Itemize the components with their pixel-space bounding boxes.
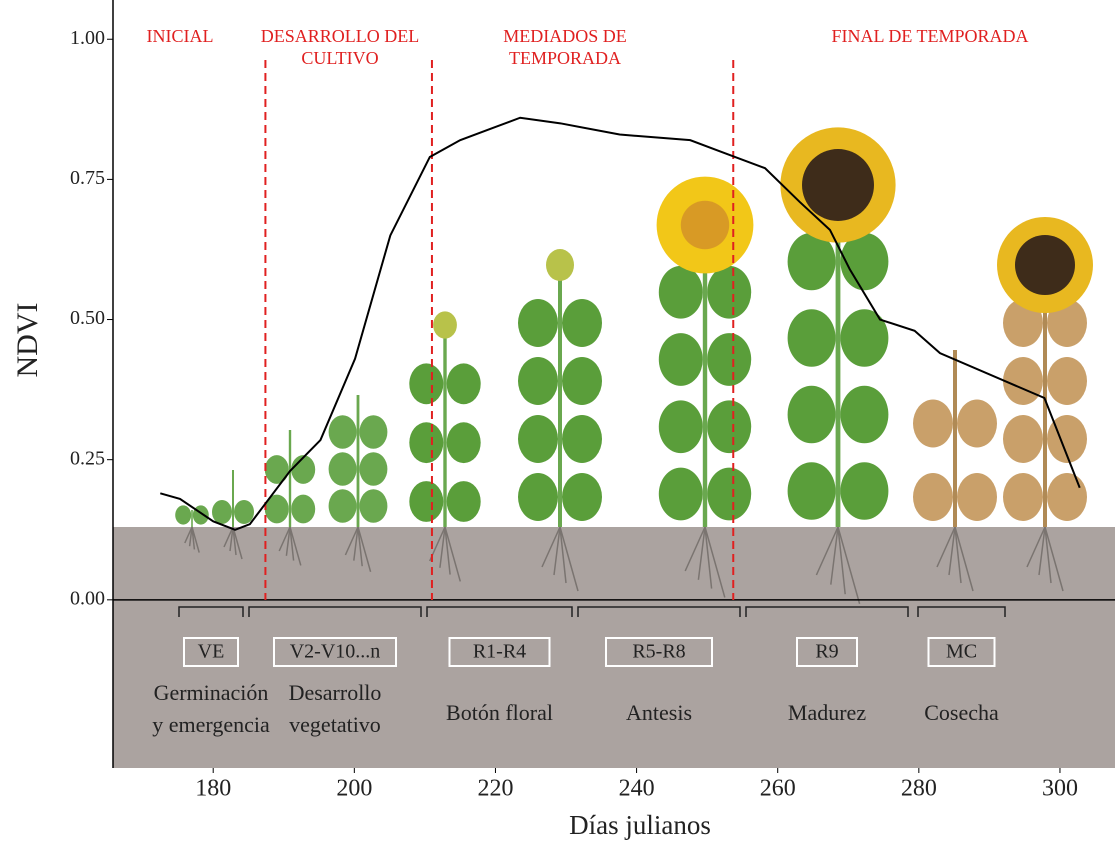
bud	[546, 249, 574, 281]
stage-description: Germinación	[154, 680, 269, 705]
phase-label: FINAL DE TEMPORADA	[831, 26, 1028, 46]
stage-description: Cosecha	[924, 700, 999, 725]
leaf	[707, 266, 751, 319]
stage-code: VE	[198, 641, 225, 663]
leaf	[659, 266, 703, 319]
stage-code: MC	[946, 641, 977, 663]
leaf	[913, 473, 953, 521]
leaf	[518, 473, 558, 521]
leaf	[447, 422, 481, 463]
bud	[433, 311, 457, 338]
stage-description: Madurez	[788, 700, 866, 725]
leaf	[707, 400, 751, 453]
leaf	[1003, 473, 1043, 521]
leaf	[518, 415, 558, 463]
stage-code: R9	[815, 641, 838, 663]
leaf	[329, 452, 357, 486]
leaf	[659, 400, 703, 453]
stage-description: Botón floral	[446, 700, 553, 725]
stage-description: Desarrollo	[289, 680, 382, 705]
x-tick-label: 180	[195, 776, 231, 802]
leaf	[707, 468, 751, 521]
leaf	[707, 333, 751, 386]
leaf	[913, 400, 953, 448]
leaf	[359, 415, 387, 449]
leaf	[447, 363, 481, 404]
leaf	[329, 415, 357, 449]
leaf	[518, 357, 558, 405]
leaf	[840, 309, 888, 367]
leaf	[1003, 415, 1043, 463]
leaf	[840, 462, 888, 520]
stage-description: Antesis	[626, 700, 692, 725]
stage-code: R5-R8	[632, 641, 685, 663]
phase-label: DESARROLLO DEL	[261, 26, 420, 46]
disk	[802, 149, 874, 221]
leaf	[291, 495, 315, 524]
disk	[681, 201, 729, 249]
disk	[1015, 235, 1075, 295]
y-tick-label: 0.75	[70, 167, 105, 189]
phase-label: TEMPORADA	[509, 48, 621, 68]
leaf	[788, 309, 836, 367]
x-tick-label: 260	[760, 776, 796, 802]
phase-label: INICIAL	[147, 26, 214, 46]
x-tick-label: 240	[619, 776, 655, 802]
phase-label: CULTIVO	[301, 48, 378, 68]
stage-code: V2-V10...n	[290, 641, 381, 663]
leaf	[562, 473, 602, 521]
leaf	[562, 415, 602, 463]
stage-description: vegetativo	[289, 712, 381, 737]
y-tick-label: 0.50	[70, 307, 105, 329]
y-tick-label: 0.25	[70, 447, 105, 469]
x-tick-label: 280	[901, 776, 937, 802]
y-tick-label: 1.00	[70, 27, 105, 49]
leaf	[1047, 357, 1087, 405]
leaf	[957, 473, 997, 521]
leaf	[291, 455, 315, 484]
y-axis-label: NDVI	[11, 303, 44, 378]
leaf	[234, 500, 254, 524]
leaf	[788, 462, 836, 520]
leaf	[788, 386, 836, 444]
chart: NDVI Días julianos 0.00 0.25 0.50 0.75 1.00 1…	[0, 0, 1115, 846]
leaf	[409, 481, 443, 522]
y-tick-label: 0.00	[70, 587, 105, 609]
x-axis-label: Días julianos	[569, 810, 711, 840]
x-tick-label: 220	[477, 776, 513, 802]
x-tick-label: 200	[336, 776, 372, 802]
leaf	[840, 386, 888, 444]
leaf	[409, 422, 443, 463]
leaf	[409, 363, 443, 404]
stage-code: R1-R4	[473, 641, 526, 663]
leaf	[265, 455, 289, 484]
leaf	[359, 489, 387, 523]
leaf	[359, 452, 387, 486]
leaf	[562, 299, 602, 347]
leaf	[447, 481, 481, 522]
leaf	[659, 468, 703, 521]
leaf	[212, 500, 232, 524]
leaf	[518, 299, 558, 347]
leaf	[329, 489, 357, 523]
leaf	[659, 333, 703, 386]
stage-description: y emergencia	[152, 712, 270, 737]
leaf	[957, 400, 997, 448]
leaf	[175, 505, 191, 524]
x-tick-label: 300	[1042, 776, 1078, 802]
leaf	[1003, 357, 1043, 405]
phase-label: MEDIADOS DE	[503, 26, 627, 46]
leaf	[562, 357, 602, 405]
leaf	[1047, 473, 1087, 521]
